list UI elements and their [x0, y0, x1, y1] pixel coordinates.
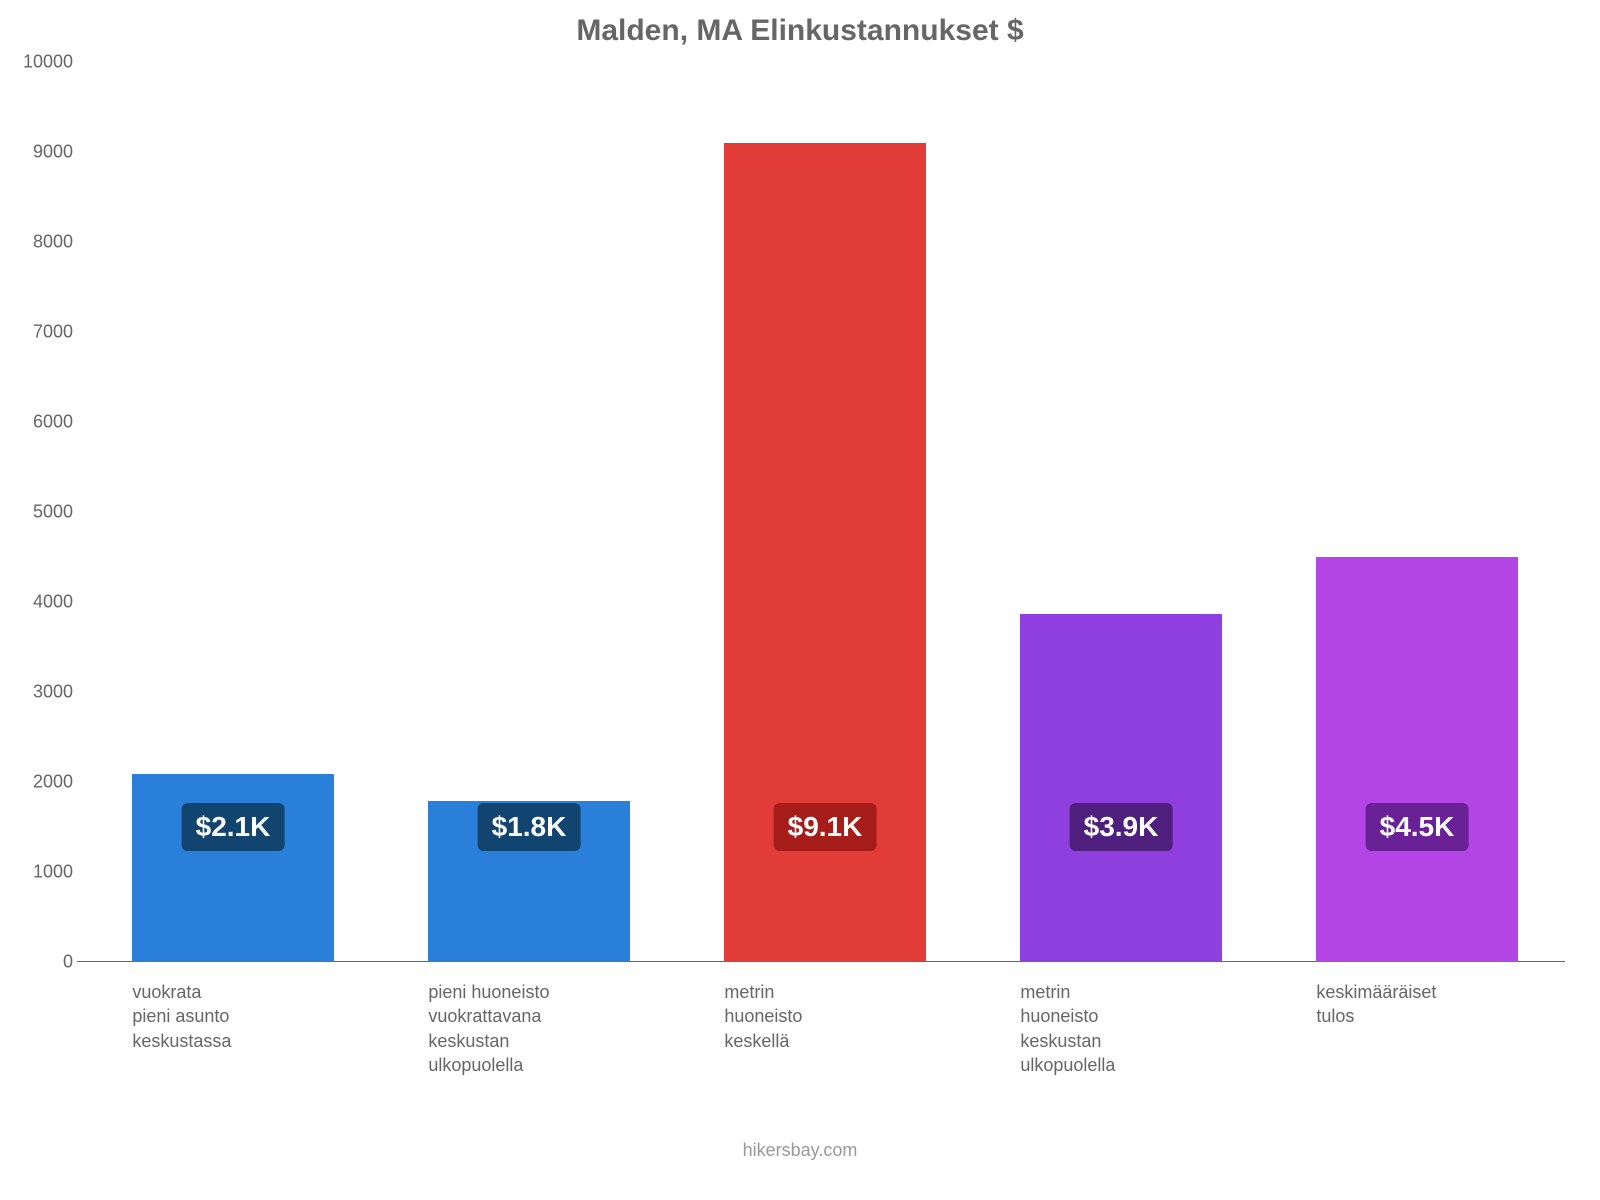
- bar-value-badge: $3.9K: [1070, 803, 1173, 851]
- y-axis-tick: 1000: [33, 862, 85, 883]
- bar-value-badge: $9.1K: [774, 803, 877, 851]
- x-axis-label: pieni huoneistovuokrattavanakeskustanulk…: [428, 962, 629, 1077]
- attribution-text: hikersbay.com: [0, 1140, 1600, 1161]
- x-axis-label: vuokratapieni asuntokeskustassa: [132, 962, 333, 1053]
- y-axis-tick: 4000: [33, 592, 85, 613]
- y-axis-tick: 10000: [23, 52, 85, 73]
- y-axis-tick: 7000: [33, 322, 85, 343]
- y-axis-tick: 3000: [33, 682, 85, 703]
- x-axis-label: metrinhuoneistokeskustanulkopuolella: [1020, 962, 1221, 1077]
- x-axis-label: keskimääräisettulos: [1316, 962, 1517, 1029]
- bar: $4.5K: [1316, 557, 1517, 962]
- bar: $3.9K: [1020, 614, 1221, 962]
- bar-value-badge: $2.1K: [182, 803, 285, 851]
- y-axis-tick: 6000: [33, 412, 85, 433]
- y-axis-tick: 0: [63, 952, 85, 973]
- y-axis-tick: 8000: [33, 232, 85, 253]
- y-axis-tick: 9000: [33, 142, 85, 163]
- bar: $2.1K: [132, 774, 333, 962]
- bar-value-badge: $4.5K: [1366, 803, 1469, 851]
- bar: $9.1K: [724, 143, 925, 962]
- x-axis-label: metrinhuoneistokeskellä: [724, 962, 925, 1053]
- y-axis-tick: 5000: [33, 502, 85, 523]
- bar: $1.8K: [428, 801, 629, 962]
- cost-of-living-chart: Malden, MA Elinkustannukset $ 0100020003…: [0, 0, 1600, 1200]
- chart-title: Malden, MA Elinkustannukset $: [0, 14, 1600, 48]
- y-axis-tick: 2000: [33, 772, 85, 793]
- bar-value-badge: $1.8K: [478, 803, 581, 851]
- plot-area: 0100020003000400050006000700080009000100…: [85, 62, 1565, 962]
